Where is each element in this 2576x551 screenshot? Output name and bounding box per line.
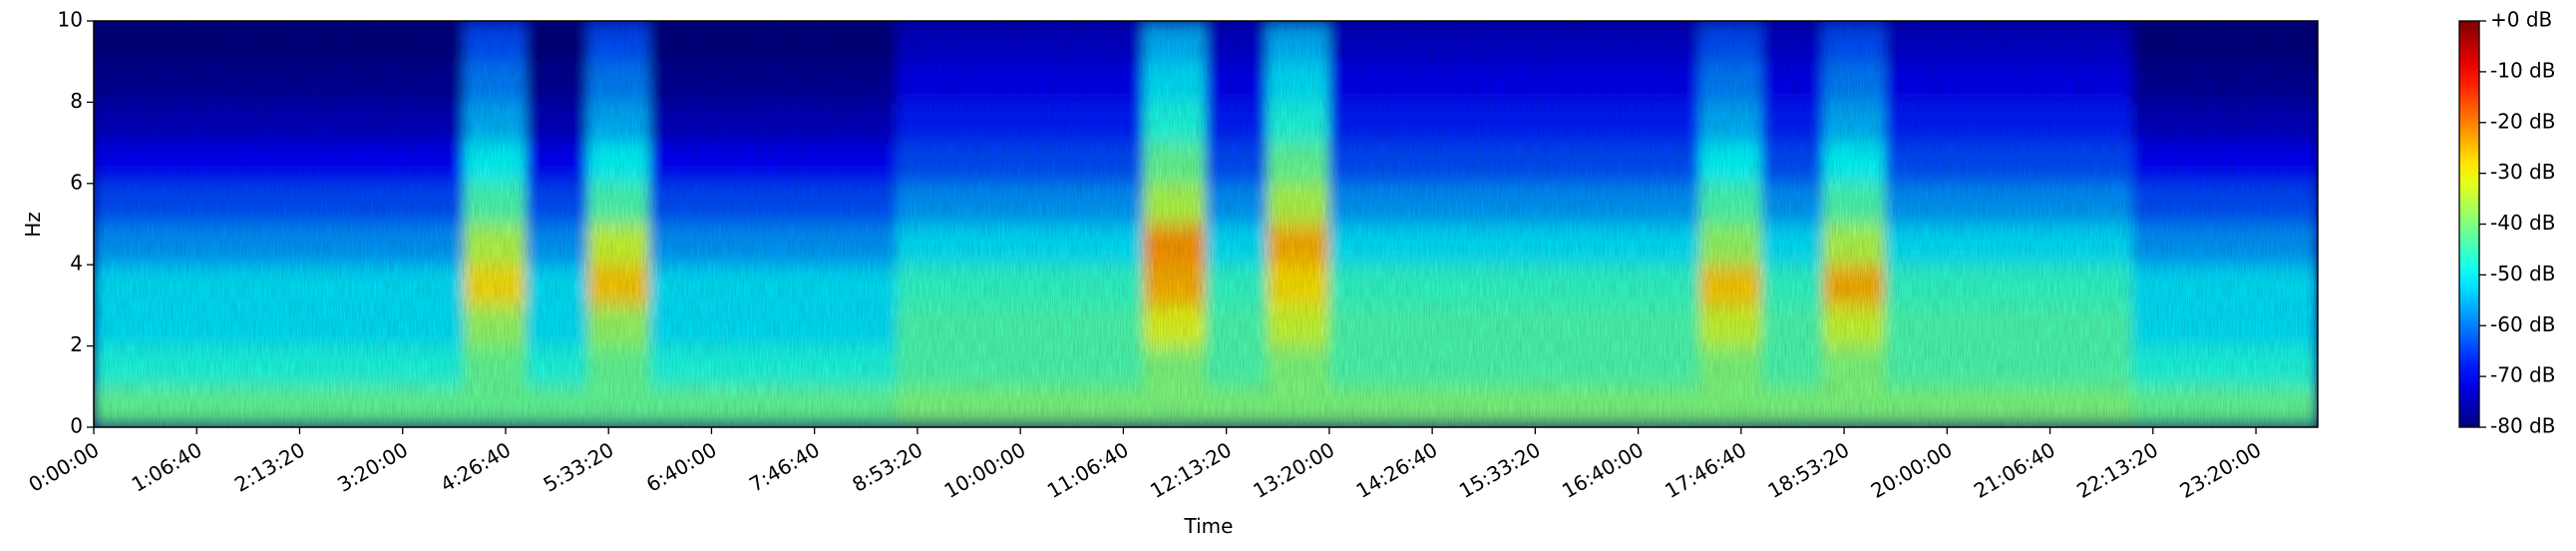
colorbar-tick-label: +0 dB — [2490, 8, 2552, 32]
colorbar — [2458, 20, 2480, 428]
colorbar-tick-label: -60 dB — [2490, 312, 2555, 336]
x-tick-label: 1:06:40 — [128, 437, 206, 496]
x-tick-label: 23:20:00 — [2176, 437, 2266, 503]
y-tick-label: 0 — [70, 414, 83, 438]
y-tick-label: 4 — [70, 252, 83, 276]
y-tick-label: 8 — [70, 89, 83, 113]
x-tick-label: 8:53:20 — [848, 437, 926, 496]
x-tick-label: 0:00:00 — [24, 437, 103, 496]
x-tick-label: 20:00:00 — [1867, 437, 1957, 503]
x-tick-label: 6:40:00 — [642, 437, 721, 496]
x-axis-label: Time — [1184, 514, 1234, 538]
x-tick-label: 2:13:20 — [230, 437, 309, 496]
x-tick-label: 17:46:40 — [1660, 437, 1750, 503]
x-tick-label: 15:33:20 — [1455, 437, 1545, 503]
colorbar-tick-label: -50 dB — [2490, 262, 2555, 285]
plot-area — [94, 21, 2318, 427]
x-tick-label: 22:13:20 — [2072, 437, 2162, 503]
colorbar-tick-label: -70 dB — [2490, 363, 2555, 387]
y-tick-label: 2 — [70, 332, 83, 356]
colorbar-tick-label: -40 dB — [2490, 211, 2555, 235]
plot-frame — [93, 20, 2319, 428]
x-tick-label: 4:26:40 — [436, 437, 515, 496]
x-tick-label: 13:20:00 — [1249, 437, 1338, 503]
y-axis-label: Hz — [21, 212, 45, 238]
x-tick-label: 12:13:20 — [1146, 437, 1236, 503]
y-tick-label: 6 — [70, 170, 83, 194]
x-tick-label: 16:40:00 — [1558, 437, 1648, 503]
x-tick-label: 21:06:40 — [1970, 437, 2059, 503]
x-tick-label: 7:46:40 — [745, 437, 824, 496]
y-tick-label: 10 — [58, 8, 83, 32]
colorbar-tick-label: -20 dB — [2490, 109, 2555, 133]
x-tick-label: 14:26:40 — [1352, 437, 1442, 503]
x-tick-label: 11:06:40 — [1043, 437, 1133, 503]
x-tick-label: 18:53:20 — [1764, 437, 1854, 503]
x-tick-label: 10:00:00 — [940, 437, 1030, 503]
colorbar-tick-label: -10 dB — [2490, 58, 2555, 82]
x-tick-label: 3:20:00 — [333, 437, 412, 496]
colorbar-tick-label: -80 dB — [2490, 414, 2555, 438]
colorbar-tick-label: -30 dB — [2490, 160, 2555, 184]
x-tick-label: 5:33:20 — [540, 437, 618, 496]
